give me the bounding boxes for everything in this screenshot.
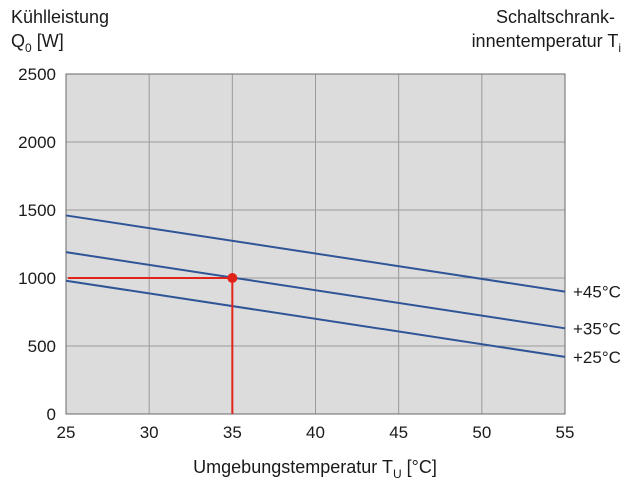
y-tick-label: 2500: [18, 65, 56, 84]
annotation-point: [227, 273, 238, 283]
x-axis-title: Umgebungstemperatur TU [°C]: [193, 457, 437, 481]
y-axis-title: Kühlleistung: [11, 7, 109, 27]
y-tick-label: 1500: [18, 201, 56, 220]
series-label: +45°C: [573, 283, 621, 302]
x-tick-label: 35: [223, 423, 242, 442]
x-tick-label: 25: [57, 423, 76, 442]
series-line: [65, 214, 566, 293]
x-tick-label: 45: [389, 423, 408, 442]
y-tick-label: 2000: [18, 133, 56, 152]
y-tick-label: 0: [47, 405, 56, 424]
right-axis-title: Schaltschrank-: [496, 7, 615, 27]
x-tick-label: 55: [556, 423, 575, 442]
y-axis-symbol: Q0 [W]: [11, 31, 64, 55]
plot-frame: [65, 73, 566, 415]
series-label: +35°C: [573, 319, 621, 338]
series-label: +25°C: [573, 348, 621, 367]
x-tick-label: 30: [140, 423, 159, 442]
right-axis-subtitle: innentemperatur Ti: [472, 31, 621, 55]
y-tick-label: 1000: [18, 269, 56, 288]
series-line: [65, 279, 566, 358]
series-line: [65, 251, 566, 330]
y-tick-label: 500: [28, 337, 56, 356]
x-tick-label: 40: [306, 423, 325, 442]
x-tick-label: 50: [472, 423, 491, 442]
